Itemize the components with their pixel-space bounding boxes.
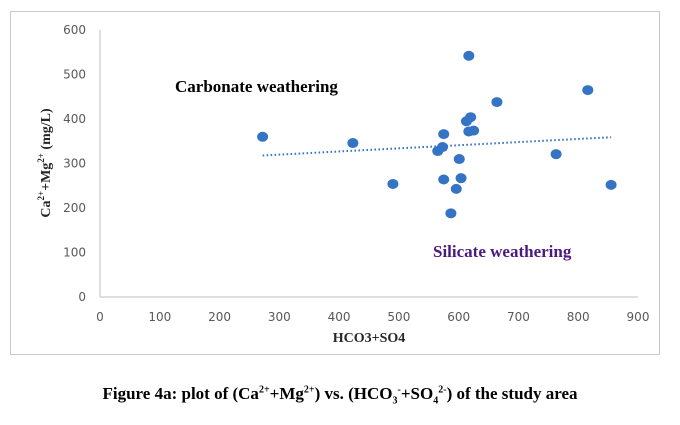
x-tick-label: 600 xyxy=(447,310,470,324)
y-tick-label: 100 xyxy=(63,246,86,260)
x-tick-label: 800 xyxy=(567,310,590,324)
data-point xyxy=(455,173,467,184)
annotation-carbonate: Carbonate weathering xyxy=(175,77,338,96)
figure-caption: Figure 4a: plot of (Ca2++Mg2+) vs. (HCO3… xyxy=(0,384,680,406)
y-axis-title-b: +Mg xyxy=(39,163,54,191)
chart-frame xyxy=(10,11,660,355)
caption-prefix: Figure 4a: plot of (Ca xyxy=(102,384,259,403)
data-point xyxy=(438,129,450,140)
data-point xyxy=(387,178,399,189)
y-tick-label: 0 xyxy=(78,290,86,304)
data-point xyxy=(468,125,480,136)
y-tick-label: 600 xyxy=(63,23,86,37)
data-point xyxy=(465,112,477,123)
data-point xyxy=(550,149,562,160)
caption-sup3: - xyxy=(397,384,401,396)
x-tick-label: 400 xyxy=(328,310,351,324)
y-axis-title-sup1: 2+ xyxy=(36,191,46,201)
data-point xyxy=(453,154,465,165)
data-point xyxy=(347,138,359,149)
x-axis-title: HCO3+SO4 xyxy=(333,331,406,346)
x-tick-label: 0 xyxy=(96,310,104,324)
caption-sub2: 4 xyxy=(433,395,439,407)
caption-mid3: +SO xyxy=(400,384,434,403)
scatter-chart: 0 100 200 300 400 500 600 700 800 900 0 100 200 300 40… xyxy=(36,23,649,346)
x-tick-label: 200 xyxy=(208,310,231,324)
data-point xyxy=(437,142,449,153)
caption-sub1: 3 xyxy=(392,395,398,407)
x-tick-label: 500 xyxy=(387,310,410,324)
data-point xyxy=(582,85,594,96)
y-tick-label: 500 xyxy=(63,68,86,82)
data-point xyxy=(605,179,617,190)
y-tick-label: 300 xyxy=(63,157,86,171)
data-point xyxy=(438,174,450,185)
caption-suffix: ) of the study area xyxy=(446,384,578,403)
axes: 0 100 200 300 400 500 600 700 800 900 0 100 200 300 40… xyxy=(63,23,649,324)
caption-sup4: 2- xyxy=(438,384,447,396)
y-tick-label: 200 xyxy=(63,201,86,215)
caption-mid1: +Mg xyxy=(269,384,304,403)
caption-sup1: 2+ xyxy=(258,384,270,396)
x-tick-label: 300 xyxy=(268,310,291,324)
y-axis-title-sup2: 2+ xyxy=(36,153,46,163)
data-point xyxy=(491,97,503,108)
annotation-silicate: Silicate weathering xyxy=(433,242,572,261)
y-tick-label: 400 xyxy=(63,112,86,126)
data-point xyxy=(257,131,269,142)
data-point xyxy=(463,50,475,61)
y-axis-title: Ca2++Mg2+ (mg/L) xyxy=(36,108,54,218)
caption-mid2: ) vs. (HCO xyxy=(314,384,393,403)
data-point xyxy=(445,208,457,219)
x-tick-label: 700 xyxy=(507,310,530,324)
data-point xyxy=(450,183,462,194)
x-tick-label: 900 xyxy=(627,310,650,324)
y-axis-title-c: (mg/L) xyxy=(39,108,54,153)
points-group xyxy=(257,50,617,219)
caption-sup2: 2+ xyxy=(303,384,315,396)
x-tick-label: 100 xyxy=(148,310,171,324)
y-axis-title-a: Ca xyxy=(39,201,54,218)
